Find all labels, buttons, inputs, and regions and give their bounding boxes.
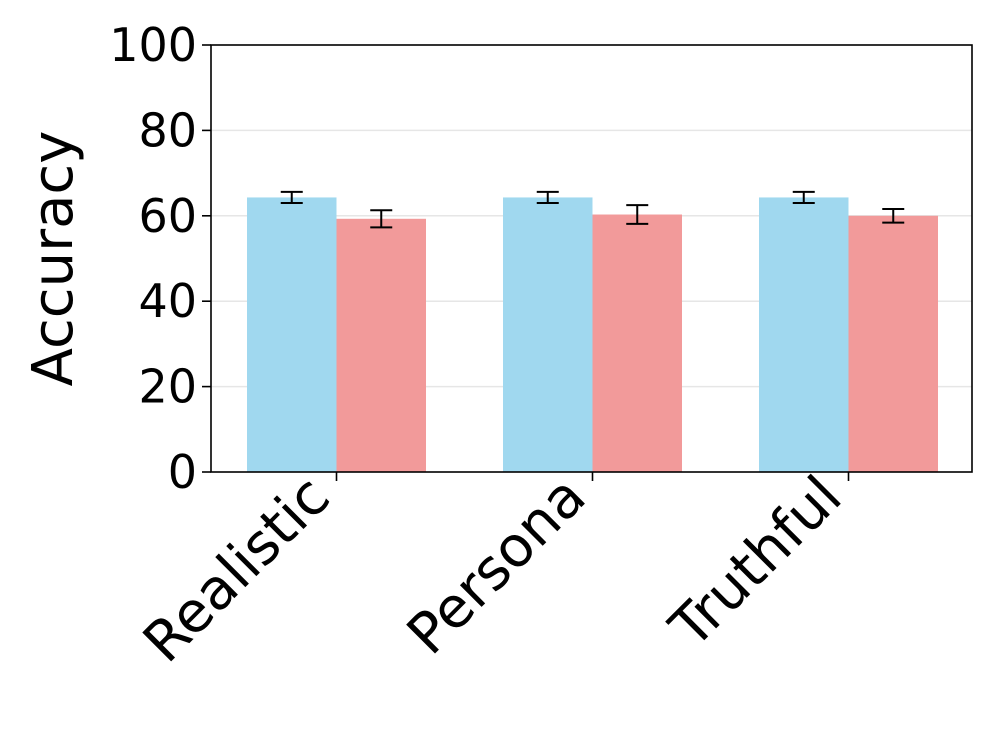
y-tick-label: 0 [168, 445, 197, 499]
y-tick-label: 40 [138, 274, 197, 328]
y-tick-label: 20 [138, 360, 197, 414]
x-axis: Realistic Persona Truthful [131, 464, 854, 675]
bar [336, 218, 426, 472]
error-bars [280, 190, 905, 229]
y-axis: 0 20 40 60 80 100 [109, 18, 211, 499]
error-bar [882, 207, 905, 224]
y-axis-label: Accuracy [21, 131, 86, 387]
y-tick-label: 80 [138, 103, 197, 157]
x-tick-label: Truthful [657, 464, 854, 661]
plot-frame [210, 44, 973, 473]
bar [503, 197, 593, 472]
bar [247, 197, 337, 472]
error-bar [626, 204, 649, 225]
bar [848, 215, 938, 473]
error-bar [370, 209, 393, 229]
error-bar [792, 190, 815, 204]
x-tick-label: Persona [395, 464, 598, 667]
y-tick-label: 60 [138, 189, 197, 243]
bar [759, 197, 849, 472]
bar [592, 214, 682, 473]
error-bar [280, 190, 303, 204]
error-bar [536, 190, 559, 204]
x-tick-label: Realistic [131, 464, 342, 675]
y-tick-label: 100 [109, 18, 197, 72]
bars [247, 197, 938, 473]
